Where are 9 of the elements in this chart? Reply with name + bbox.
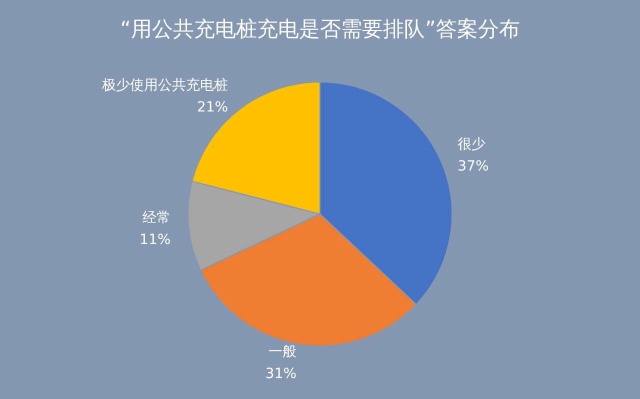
data-label: 21% (196, 99, 228, 116)
data-label: 11% (140, 232, 171, 248)
data-label: 37% (458, 158, 489, 174)
data-label: 31% (265, 366, 297, 382)
slice-label: 极少使用公共充电桩 (101, 77, 228, 94)
slice-label: 一般 (268, 344, 297, 360)
chart-title: “用公共充电桩充电是否需要排队”答案分布 (120, 17, 520, 41)
slice-label: 很少 (458, 136, 486, 152)
slice-label: 经常 (142, 210, 171, 226)
